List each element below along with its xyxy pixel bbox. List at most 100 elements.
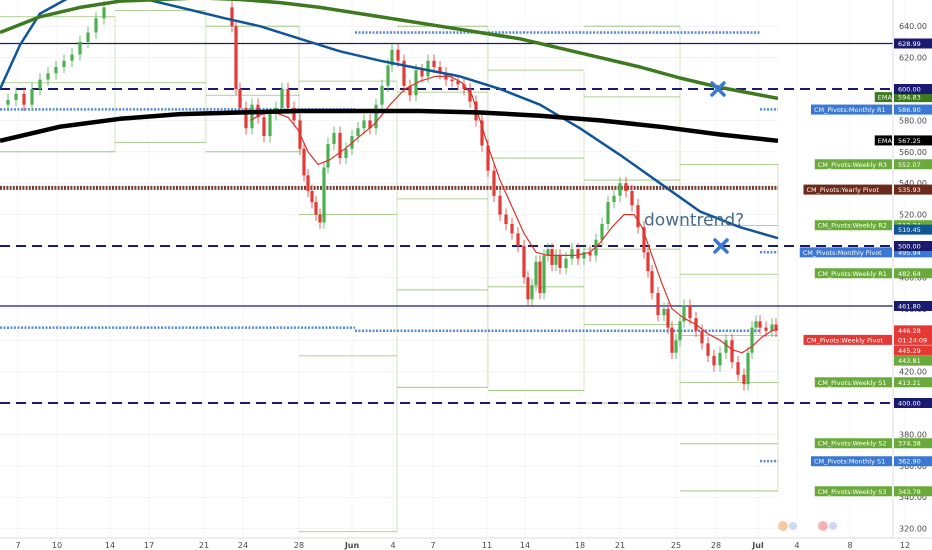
candle-body <box>764 327 768 331</box>
price-tag-value: 413.21 <box>898 379 921 387</box>
price-tag-bg <box>894 184 932 195</box>
candle-body <box>706 343 710 356</box>
candle-body <box>570 249 574 259</box>
y-tick-label: 640.00 <box>899 22 927 31</box>
candle-body <box>78 41 82 55</box>
candle-body <box>650 271 654 294</box>
level-tag-value: 600.00 <box>898 86 921 94</box>
earnings-icon[interactable] <box>778 521 788 531</box>
x-tick-label: 25 <box>671 541 681 550</box>
candle-body <box>516 233 520 246</box>
x-tick-label: 14 <box>520 541 530 550</box>
price-tag-value: 362.90 <box>898 458 921 466</box>
price-tag-value: 586.90 <box>898 106 921 114</box>
candle-body <box>588 252 592 256</box>
candle-body <box>538 261 542 294</box>
candle-body <box>498 195 502 215</box>
price-tag-bg <box>894 486 932 497</box>
candle-body <box>712 355 716 366</box>
candle-body <box>486 145 490 171</box>
candle-body <box>318 214 322 223</box>
candle-body <box>682 305 686 322</box>
candle-body <box>386 65 390 86</box>
candle-body <box>510 224 514 234</box>
y-tick-label: 320.00 <box>899 525 927 534</box>
candle-body <box>678 321 682 341</box>
dividend-icon-2[interactable] <box>829 522 837 530</box>
candle-body <box>582 252 586 259</box>
candle-body <box>374 104 378 129</box>
candle-body <box>558 255 562 268</box>
price-tag-value: 495.94 <box>898 249 921 257</box>
series-label: CM_Pivots:Monthly S1 <box>814 458 885 466</box>
x-tick-label: 28 <box>294 541 304 550</box>
series-ema-long[interactable] <box>0 0 779 240</box>
candle-body <box>14 93 18 100</box>
candle-body <box>244 107 248 129</box>
series-label: CM_Pivots:Weekly R3 <box>818 161 887 169</box>
candle-body <box>480 120 484 146</box>
candle-body <box>230 7 234 27</box>
candle-body <box>774 324 778 331</box>
x-tick-label: 8 <box>847 541 852 550</box>
y-tick-label: 560.00 <box>899 148 927 157</box>
price-tag-value: 446.28 <box>898 327 921 335</box>
price-tag-value: 535.93 <box>898 186 921 194</box>
series-label: CM_Pivots:Monthly R1 <box>814 106 886 114</box>
x-tick-label: 11 <box>482 541 492 550</box>
series-label-bg <box>874 135 892 146</box>
horizontal-levels <box>0 42 893 404</box>
candle-body <box>402 60 406 86</box>
price-tag-bg <box>894 345 932 356</box>
y-tick-label: 360.00 <box>899 462 927 471</box>
x-tick-label: 21 <box>615 541 625 550</box>
series-ema-short[interactable] <box>249 75 779 354</box>
x-tick-label: Jul <box>751 541 764 550</box>
earnings-icon-2[interactable] <box>818 521 828 531</box>
x-marker-stroke-1 <box>710 81 726 97</box>
price-tag-value: 445.29 <box>898 347 921 355</box>
candle-body <box>102 7 106 19</box>
candle-body <box>368 120 372 129</box>
y-tick-label: 340.00 <box>899 493 927 502</box>
price-tag-value: 567.25 <box>898 137 921 145</box>
x-tick-label: 24 <box>238 541 248 550</box>
candle-body <box>554 255 558 265</box>
price-tag-bg <box>894 135 932 146</box>
candle-body <box>356 128 360 137</box>
candle-body <box>546 249 550 256</box>
series-ema-black[interactable] <box>0 108 779 144</box>
series-ema-200[interactable] <box>0 0 779 101</box>
price-tag-bg <box>894 438 932 449</box>
candle-body <box>468 89 472 102</box>
x-tick-label: 4 <box>794 541 799 550</box>
candle-body <box>234 26 238 89</box>
x-tick-label: 10 <box>52 541 62 550</box>
candle-body <box>268 114 272 137</box>
price-tag-value: 482.64 <box>898 270 921 278</box>
candle-body <box>522 246 526 278</box>
candle-body <box>636 205 640 228</box>
candle-body <box>292 107 296 121</box>
series-label: CM_Pivots:Weekly S1 <box>818 379 887 387</box>
candle-body <box>380 85 384 105</box>
time-axis[interactable]: 7 10 14 17 21 24 28 Jun 4 7 11 14 18 21 25 28 Jul 4 8 12 <box>0 537 932 550</box>
candle-body <box>662 308 666 316</box>
candle-body <box>534 261 538 286</box>
price-tag-bg <box>894 159 932 170</box>
candle-body <box>94 18 98 33</box>
level-tag-value: 400.00 <box>898 400 921 408</box>
x-tick-label: Jun <box>344 541 360 550</box>
level-tag-bg <box>894 300 932 311</box>
candle-body <box>730 340 734 363</box>
candle-body <box>338 132 342 159</box>
x-tick-label: 28 <box>711 541 721 550</box>
dividend-icon[interactable] <box>789 522 797 530</box>
level-tag-bg <box>894 398 932 408</box>
x-tick-label: 4 <box>390 541 395 550</box>
candle-body <box>606 202 610 225</box>
candle-body <box>576 249 580 259</box>
level-tag-value: 628.99 <box>898 40 921 48</box>
candle-body <box>314 202 318 215</box>
